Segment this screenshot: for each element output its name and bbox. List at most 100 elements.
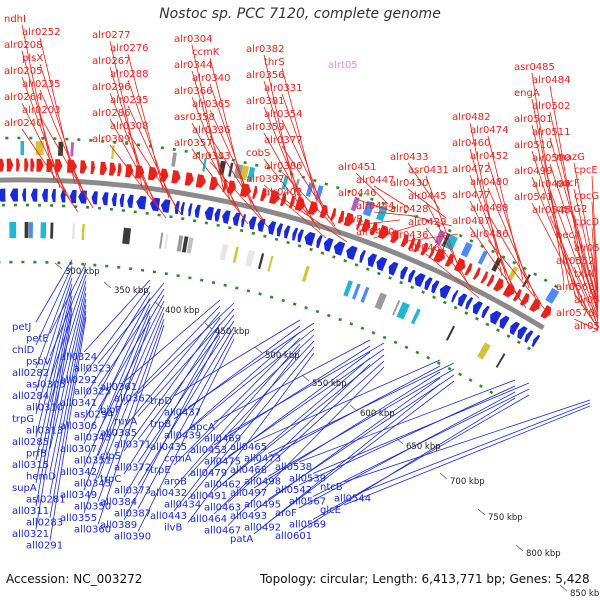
blue-connector-line bbox=[213, 339, 371, 423]
feature-block bbox=[111, 145, 115, 160]
reverse-gene-label: all0542 bbox=[275, 485, 312, 496]
reverse-gene-label: trpB bbox=[150, 419, 171, 430]
forward-gene-label: alr0553 bbox=[574, 243, 600, 254]
feature-block bbox=[477, 342, 491, 360]
reverse-gene-label: all0389 bbox=[100, 520, 137, 531]
red-connector-line bbox=[591, 201, 599, 301]
red-connector-line bbox=[591, 279, 599, 325]
forward-gene-arrow bbox=[171, 170, 181, 184]
forward-gene-arrow bbox=[36, 158, 44, 172]
reverse-gene-label: all0437 bbox=[164, 408, 201, 419]
reverse-gene-label: all0371 bbox=[114, 440, 151, 451]
forward-gene-label: asr0431 bbox=[408, 165, 449, 176]
reverse-gene-label: all0313 bbox=[26, 426, 63, 437]
red-connector-line bbox=[425, 201, 468, 283]
blue-connector-line bbox=[123, 299, 221, 383]
reverse-gene-arrow bbox=[257, 218, 266, 233]
reverse-gene-label: trpC bbox=[100, 474, 121, 485]
reverse-gene-label: all0538 bbox=[275, 462, 312, 473]
blue-connector-line bbox=[173, 331, 301, 443]
reverse-gene-label: all0307 bbox=[60, 444, 97, 455]
feature-block bbox=[181, 236, 189, 253]
forward-gene-label: alr0559 bbox=[574, 295, 600, 306]
reverse-gene-label: chlD bbox=[12, 345, 35, 356]
red-connector-line bbox=[573, 318, 599, 331]
forward-gene-label: alr0433 bbox=[390, 152, 428, 163]
reverse-gene-label: all0495 bbox=[244, 500, 281, 511]
blue-connector-line bbox=[83, 315, 151, 491]
red-connector-line bbox=[373, 223, 422, 239]
forward-gene-label: alr0472 bbox=[452, 164, 490, 175]
feature-block bbox=[81, 224, 85, 241]
forward-gene-label: alr0354 bbox=[264, 109, 302, 120]
reverse-gene-arrow bbox=[367, 253, 378, 268]
scale-ticks: 300 kbp 350 kbp 400 kbp 450 kbp 500 kbp 550 k… bbox=[54, 262, 600, 599]
red-connector-line bbox=[21, 50, 61, 189]
red-connector-line bbox=[191, 148, 249, 225]
forward-gene-label: cobS bbox=[246, 148, 270, 159]
red-connector-line bbox=[263, 132, 315, 223]
forward-gene-arrow bbox=[464, 263, 473, 276]
reverse-gene-label: all0350 bbox=[74, 502, 111, 513]
red-connector-line bbox=[281, 197, 348, 243]
feature-block bbox=[460, 241, 473, 258]
reverse-gene-label: ccmA bbox=[164, 454, 192, 465]
blue-connector-line bbox=[35, 313, 73, 530]
forward-gene-label: alr0552 bbox=[556, 256, 594, 267]
reverse-gene-label: all0390 bbox=[114, 532, 151, 543]
blue-connector-line bbox=[49, 286, 87, 426]
red-connector-line bbox=[191, 70, 231, 201]
red-connector-line bbox=[21, 24, 55, 181]
reverse-gene-arrow bbox=[30, 188, 38, 202]
blue-connector-line bbox=[35, 259, 73, 323]
blue-connector-line bbox=[35, 289, 73, 438]
feature-block bbox=[28, 222, 33, 239]
reverse-gene-label: all0469 bbox=[204, 434, 241, 445]
reverse-gene-label: clpS bbox=[100, 451, 121, 462]
reverse-gene-label: all0493 bbox=[230, 511, 267, 522]
blue-connector-line bbox=[187, 352, 315, 523]
reverse-gene-arrow bbox=[91, 191, 98, 205]
feature-block bbox=[350, 196, 360, 212]
reverse-gene-label: all0384 bbox=[100, 497, 137, 508]
forward-gene-label: alr0452 bbox=[470, 151, 508, 162]
reverse-gene-label: ntcB bbox=[320, 482, 343, 493]
forward-gene-label: cpcG2 bbox=[556, 204, 587, 215]
forward-gene-label: alr0309 bbox=[92, 134, 130, 145]
feature-block bbox=[281, 175, 289, 190]
forward-gene-label: alr0511 bbox=[532, 127, 570, 138]
blue-connector-line bbox=[97, 312, 165, 479]
feature-block bbox=[228, 162, 234, 177]
red-connector-line bbox=[573, 240, 599, 313]
blue-connector-line bbox=[173, 325, 301, 420]
blue-connector-line bbox=[97, 306, 165, 456]
forward-gene-arrow bbox=[360, 218, 371, 233]
red-connector-line bbox=[39, 89, 88, 201]
genome-title: Nostoc sp. PCC 7120, complete genome bbox=[159, 6, 441, 22]
scale-tick-mark bbox=[559, 584, 568, 592]
blue-connector-line bbox=[49, 274, 87, 380]
reverse-gene-label: all0372 bbox=[114, 463, 151, 474]
scale-tick-mark bbox=[204, 322, 213, 330]
red-connector-line bbox=[549, 163, 599, 311]
red-connector-line bbox=[531, 98, 571, 291]
reverse-gene-label: petE bbox=[26, 334, 49, 345]
forward-gene-label: alr0440 bbox=[356, 227, 394, 238]
forward-gene-label: pecA bbox=[556, 230, 581, 241]
reverse-gene-label: aroB bbox=[164, 477, 187, 488]
red-connector-line bbox=[281, 171, 342, 235]
red-connector-line bbox=[531, 124, 577, 299]
forward-gene-label: alr0357 bbox=[174, 138, 212, 149]
reverse-gene-label: apcA bbox=[190, 422, 215, 433]
red-connector-line bbox=[407, 162, 441, 211]
blue-connector-line bbox=[253, 365, 441, 466]
feature-block bbox=[70, 142, 74, 157]
forward-gene-label: alr0460 bbox=[452, 138, 490, 149]
reverse-gene-arrow bbox=[517, 326, 528, 340]
blue-connector-line bbox=[35, 295, 73, 461]
red-connector-line bbox=[487, 187, 536, 297]
reverse-gene-label: all0491 bbox=[190, 491, 227, 502]
scale-tick-mark bbox=[439, 472, 448, 480]
reverse-gene-arrow bbox=[102, 192, 109, 206]
forward-gene-label: alr0402 bbox=[264, 187, 302, 198]
